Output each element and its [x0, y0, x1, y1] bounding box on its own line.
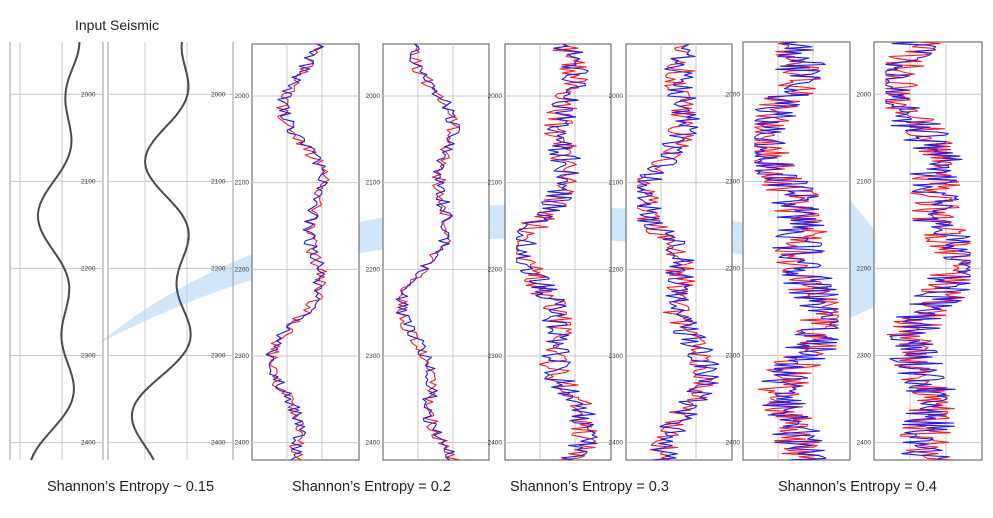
y-tick-label: 2200: [211, 265, 226, 272]
y-tick-label: 2100: [211, 178, 226, 185]
y-tick-label: 2300: [726, 353, 741, 360]
panel-entropy-0.4-b: 2000 2100 2200 2300 2400: [857, 41, 983, 461]
caption-entropy-0-4: Shannon’s Entropy = 0.4: [778, 479, 937, 495]
page-title: Input Seismic: [75, 17, 160, 33]
y-tick-label: 2200: [609, 266, 624, 273]
series-line: [516, 43, 598, 461]
caption-entropy-0-15: Shannon’s Entropy ~ 0.15: [47, 479, 215, 495]
y-tick-label: 2300: [488, 353, 503, 360]
panel-frame: [251, 43, 360, 461]
y-tick-label: 2100: [81, 178, 96, 185]
y-tick-label: 2100: [726, 178, 741, 185]
y-tick-label: 2300: [609, 353, 624, 360]
series-line: [30, 41, 81, 461]
panel-entropy-0.2-a: 2000 2100 2200 2300 2400: [235, 43, 360, 461]
y-tick-label: 2200: [235, 266, 250, 273]
y-tick-label: 2400: [366, 440, 381, 447]
panel-input-1: 2000 2100 2200 2300 2400: [9, 41, 104, 461]
series-line: [637, 43, 714, 461]
panel-entropy-0.2-b: 2000 2100 2200 2300 2400: [366, 43, 490, 461]
y-tick-label: 2400: [857, 440, 872, 447]
y-tick-label: 2000: [211, 91, 226, 98]
y-tick-label: 2000: [81, 91, 96, 98]
panel-entropy-0.3-a: 2000 2100 2200 2300 2400: [488, 43, 612, 461]
y-tick-label: 2400: [235, 440, 250, 447]
series-line: [395, 43, 461, 461]
y-tick-label: 2200: [488, 266, 503, 273]
y-tick-label: 2100: [488, 180, 503, 187]
series-line: [395, 43, 461, 461]
series-line: [754, 41, 839, 461]
panel-entropy-0.4-a: 2000 2100 2200 2300 2400: [726, 41, 851, 461]
caption-entropy-0-3: Shannon’s Entropy = 0.3: [510, 479, 669, 495]
y-tick-label: 2200: [81, 265, 96, 272]
y-tick-label: 2400: [488, 440, 503, 447]
panel-entropy-0.3-b: 2000 2100 2200 2300 2400: [609, 43, 733, 461]
y-tick-label: 2300: [235, 353, 250, 360]
y-tick-label: 2100: [235, 180, 250, 187]
y-tick-label: 2300: [857, 353, 872, 360]
y-tick-label: 2100: [366, 180, 381, 187]
y-tick-label: 2300: [211, 353, 226, 360]
y-tick-label: 2400: [211, 440, 226, 447]
y-tick-label: 2100: [609, 180, 624, 187]
y-tick-label: 2400: [726, 440, 741, 447]
panels-layer: 2000 2100 2200 2300 2400 2000 2100 2200 2300 2400…: [9, 41, 983, 461]
caption-entropy-0-2: Shannon’s Entropy = 0.2: [292, 479, 451, 495]
series-line: [266, 43, 330, 461]
panel-input-2: 2000 2100 2200 2300 2400: [107, 41, 234, 461]
y-tick-label: 2000: [726, 91, 741, 98]
y-tick-label: 2100: [857, 178, 872, 185]
y-tick-label: 2200: [726, 265, 741, 272]
series-line: [516, 43, 598, 461]
series-line: [265, 43, 328, 461]
y-tick-label: 2000: [488, 93, 503, 100]
series-line: [637, 43, 720, 461]
y-tick-label: 2400: [81, 440, 96, 447]
y-tick-label: 2200: [366, 266, 381, 273]
y-tick-label: 2200: [857, 265, 872, 272]
y-tick-label: 2400: [609, 440, 624, 447]
y-tick-label: 2300: [366, 353, 381, 360]
series-line: [885, 41, 971, 461]
y-tick-label: 2000: [366, 93, 381, 100]
y-tick-label: 2300: [81, 353, 96, 360]
y-tick-label: 2000: [609, 93, 624, 100]
y-tick-label: 2000: [857, 91, 872, 98]
y-tick-label: 2000: [235, 93, 250, 100]
series-line: [130, 41, 192, 461]
